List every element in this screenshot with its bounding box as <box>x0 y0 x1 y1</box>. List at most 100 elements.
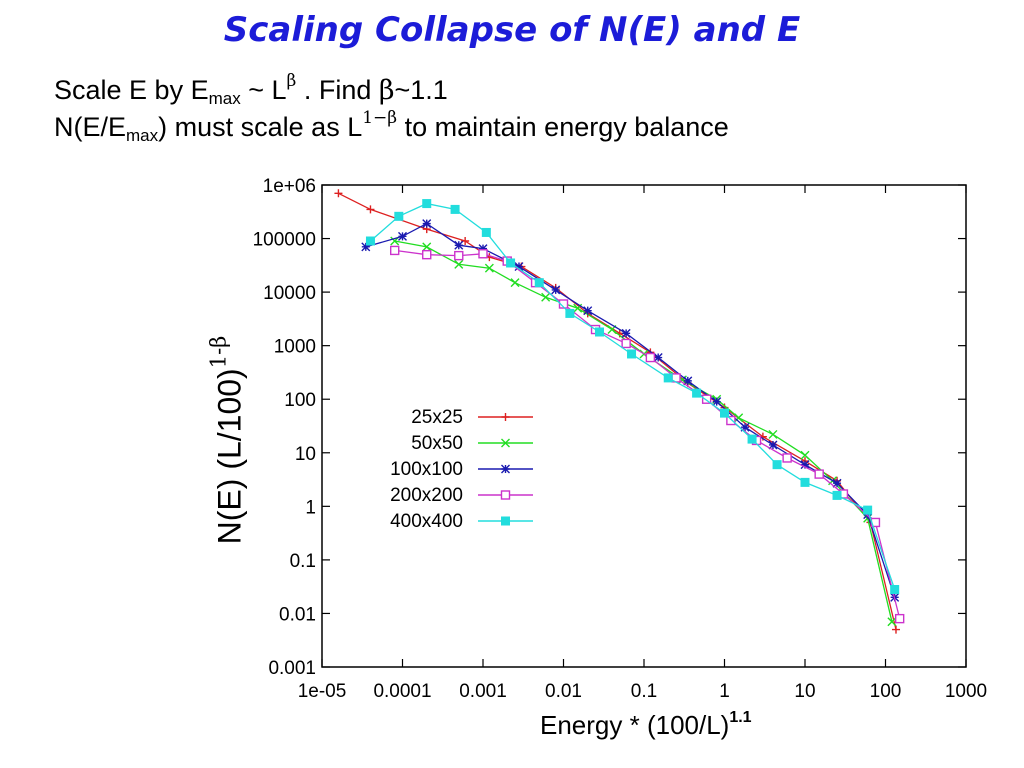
data-point <box>740 422 750 432</box>
y-axis-label: N(E) (L/100)1-β <box>207 336 249 545</box>
data-point <box>454 240 464 250</box>
data-point <box>768 429 778 439</box>
data-point <box>863 505 873 515</box>
data-point <box>772 460 782 470</box>
data-point <box>558 299 569 309</box>
slide-title: Scaling Collapse of N(E) and E <box>223 10 801 50</box>
data-point <box>734 413 744 423</box>
line1-subscript: max <box>208 89 241 108</box>
x-tick-label: 100 <box>870 681 902 702</box>
line1-text-d: ~1.1 <box>394 75 448 105</box>
y-tick-label: 100 <box>284 390 316 411</box>
data-point <box>534 278 544 288</box>
legend-label: 200x200 <box>390 485 463 506</box>
data-point <box>551 285 561 295</box>
data-point <box>832 478 842 488</box>
y-tick-label: 0.001 <box>268 658 316 679</box>
energy-balance-statement: N(E/Emax) must scale as L1−β to maintain… <box>54 110 729 145</box>
data-point <box>720 408 729 418</box>
line2-superscript: 1−β <box>362 108 398 128</box>
legend-marker <box>501 438 510 448</box>
legend-marker <box>500 490 511 500</box>
data-point <box>726 415 736 426</box>
data-point <box>484 263 494 273</box>
data-point <box>683 376 693 386</box>
data-point <box>389 245 400 256</box>
legend-marker <box>501 464 510 474</box>
series-line <box>394 249 901 619</box>
x-axis-label: Energy * (100/L)1.1 <box>540 710 752 741</box>
data-point <box>398 231 407 241</box>
data-point <box>565 308 575 318</box>
data-point <box>863 510 873 520</box>
data-point <box>712 397 722 407</box>
data-point <box>365 236 375 246</box>
data-point <box>621 328 631 338</box>
data-point <box>814 469 824 479</box>
data-point <box>621 338 631 349</box>
data-point <box>800 477 810 487</box>
series-50x50 <box>390 236 897 627</box>
data-point <box>541 292 551 302</box>
data-point <box>747 434 757 444</box>
data-point <box>506 258 516 268</box>
legend: 25x25 50x50 100x100 200x200 400x400 <box>390 407 533 532</box>
series-line <box>365 222 896 598</box>
line2-subscript: max <box>126 126 159 145</box>
y-tick-label: 1000 <box>274 337 316 358</box>
legend-label: 50x50 <box>411 433 463 454</box>
scaling-statement: Scale E by Emax ~ Lβ . Find β~1.1 <box>54 73 448 108</box>
series-400x400 <box>365 199 900 594</box>
data-point <box>800 450 810 460</box>
data-point <box>478 244 488 254</box>
y-axis-label-text: N(E) (L/100) <box>211 368 248 545</box>
data-point <box>510 278 520 288</box>
x-axis-label-text: Energy * (100/L) <box>540 710 730 740</box>
x-tick-label: 0.0001 <box>373 681 431 702</box>
line1-superscript: β <box>286 71 297 91</box>
line2-text-c: to maintain energy balance <box>397 112 729 142</box>
y-tick-label: 0.01 <box>279 604 316 625</box>
data-point <box>394 211 404 221</box>
data-point <box>627 349 637 359</box>
data-point <box>454 259 464 269</box>
x-tick-label: 1 <box>719 681 730 702</box>
data-point <box>890 584 900 594</box>
data-point <box>663 373 673 383</box>
x-tick-label: 0.01 <box>545 681 582 702</box>
data-point <box>782 453 792 463</box>
data-point <box>645 352 656 363</box>
data-point <box>894 613 905 624</box>
data-point <box>653 353 663 363</box>
legend-label: 25x25 <box>411 407 463 428</box>
axis-ticks: 1e-05 0.0001 0.001 0.01 0.1 1 10 100 10001e+0610… <box>253 176 988 702</box>
data-point <box>800 460 810 470</box>
x-tick-label: 10 <box>794 681 815 702</box>
data-point <box>583 306 593 316</box>
line1-text-c: . Find <box>296 75 379 105</box>
data-point <box>422 219 432 229</box>
data-point <box>478 249 488 259</box>
series-100x100 <box>361 219 900 602</box>
x-tick-label: 1e-05 <box>298 681 347 702</box>
data-point <box>422 242 432 252</box>
legend-marker <box>501 413 510 421</box>
data-point <box>594 327 604 337</box>
line1-text-b: ~ L <box>240 75 287 105</box>
data-point <box>891 625 900 634</box>
data-point <box>334 189 343 198</box>
legend-label: 400x400 <box>390 511 463 532</box>
line1-beta: β <box>378 75 395 106</box>
y-tick-label: 10 <box>295 444 316 465</box>
data-point <box>450 204 460 214</box>
data-point <box>481 227 491 237</box>
data-point <box>454 250 464 261</box>
y-tick-label: 100000 <box>253 230 316 251</box>
x-tick-label: 0.1 <box>631 681 657 702</box>
data-point <box>832 490 842 500</box>
y-axis-label-exponent: 1-β <box>206 335 231 369</box>
legend-label: 100x100 <box>390 459 463 480</box>
line2-text-b: ) must scale as L <box>158 112 363 142</box>
data-point <box>361 242 371 252</box>
